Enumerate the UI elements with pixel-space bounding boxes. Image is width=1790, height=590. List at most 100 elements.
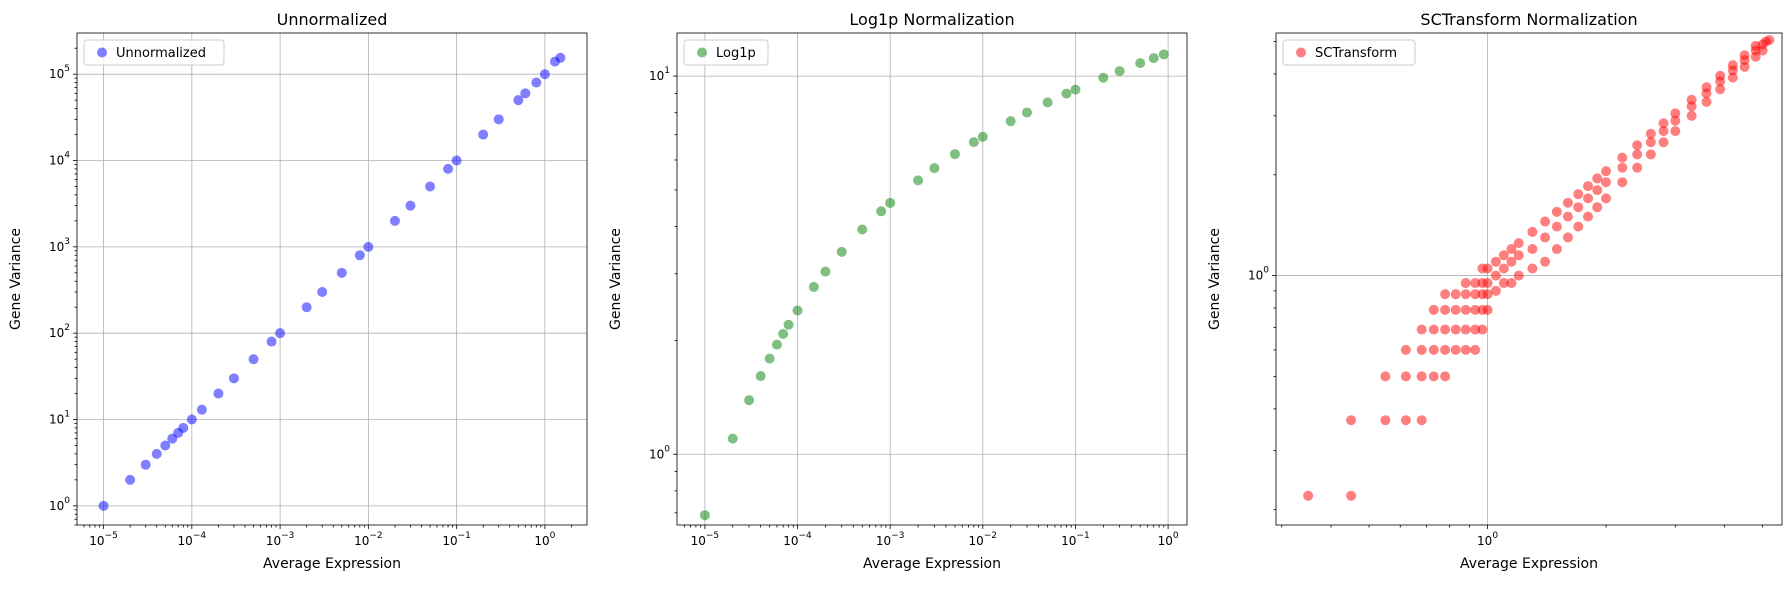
data-point [1022, 107, 1033, 118]
data-point [1632, 140, 1643, 151]
data-point [1470, 289, 1481, 300]
data-point [1513, 250, 1524, 261]
data-point [1135, 58, 1146, 69]
data-point [1482, 278, 1493, 289]
legend: Log1p [683, 39, 769, 66]
data-point [1470, 278, 1481, 289]
data-point [1482, 304, 1493, 315]
data-point [1498, 250, 1509, 261]
data-point [1482, 289, 1493, 300]
data-point [1686, 94, 1697, 105]
data-point [1540, 256, 1551, 267]
x-tick-label: 10−2 [354, 531, 383, 548]
data-point [1632, 162, 1643, 173]
data-point [1482, 263, 1493, 274]
data-point [778, 328, 789, 339]
grid [77, 33, 587, 525]
data-point [275, 328, 286, 339]
data-point [1506, 244, 1517, 255]
data-point [248, 354, 259, 365]
data-point [1346, 490, 1357, 501]
data-point [1670, 115, 1681, 126]
data-point [125, 474, 136, 485]
data-point [1470, 344, 1481, 355]
data-point [1583, 211, 1594, 222]
data-point [1715, 70, 1726, 81]
data-point [1573, 221, 1584, 232]
data-point [1658, 137, 1669, 148]
data-point [1562, 197, 1573, 208]
data-point [178, 422, 189, 433]
data-point [1460, 324, 1471, 335]
data-point [1158, 49, 1169, 60]
data-point [1477, 324, 1488, 335]
data-point [513, 95, 524, 106]
minor-ticks [674, 92, 1165, 528]
data-point [1490, 285, 1501, 296]
y-axis-label: Gene Variance [1207, 228, 1223, 330]
data-point [1428, 324, 1439, 335]
x-axis-label: Average Expression [1460, 556, 1598, 572]
data-point [1601, 193, 1612, 204]
x-tick-label: 100 [1158, 531, 1179, 548]
y-axis-label: Gene Variance [608, 228, 624, 330]
data-point [1527, 263, 1538, 274]
data-point [1551, 206, 1562, 217]
data-point [1670, 126, 1681, 137]
data-point [1416, 415, 1427, 426]
grid [677, 33, 1187, 525]
x-tick-label: 100 [534, 531, 555, 548]
data-point [1506, 278, 1517, 289]
minor-ticks [1273, 41, 1764, 528]
data-point [1540, 232, 1551, 243]
legend-entry: Log1p [716, 46, 756, 61]
data-point [1148, 53, 1159, 64]
data-point [151, 448, 162, 459]
data-point [1592, 202, 1603, 213]
x-tick-label: 10−4 [178, 531, 207, 548]
plot-frame [676, 32, 1188, 526]
data-point [836, 246, 847, 257]
data-point [1592, 173, 1603, 184]
x-tick-label: 10−5 [89, 531, 118, 548]
data-point [1592, 185, 1603, 196]
x-tick-label: 10−2 [969, 531, 998, 548]
data-point [1551, 244, 1562, 255]
data-point [1527, 244, 1538, 255]
x-tick-label: 10−4 [783, 531, 812, 548]
data-point [1617, 152, 1628, 163]
data-point [1380, 415, 1391, 426]
data-point [196, 404, 207, 415]
data-point [1513, 270, 1524, 281]
x-tick-label: 100 [1477, 531, 1498, 548]
data-point [885, 197, 896, 208]
data-point [1686, 110, 1697, 121]
x-tick-label: 10−1 [1061, 531, 1090, 548]
data-point [1498, 278, 1509, 289]
y-tick-label: 100 [649, 444, 670, 461]
x-axis-label: Average Expression [263, 556, 401, 572]
data-point [876, 206, 887, 217]
data-point [1303, 490, 1314, 501]
data-point [1428, 344, 1439, 355]
legend-entry: SCTransform [1315, 46, 1397, 61]
data-point [1562, 232, 1573, 243]
scatter-points [1303, 35, 1775, 501]
legend-box [683, 39, 769, 66]
data-point [1346, 415, 1357, 426]
data-point [929, 163, 940, 174]
legend-box [1282, 39, 1416, 66]
data-point [1380, 371, 1391, 382]
chart-unnormalized: 10−5 10−4 10−3 10−2 10−1 100 100 101 102 103 104 10… [8, 10, 588, 572]
data-point [1727, 60, 1738, 71]
y-tick-label: 105 [49, 64, 70, 81]
data-point [1632, 149, 1643, 160]
y-axis-label: Gene Variance [8, 228, 24, 330]
minor-ticks [74, 47, 572, 528]
data-point [1551, 221, 1562, 232]
data-point [1645, 137, 1656, 148]
data-point [1583, 193, 1594, 204]
data-point [1645, 128, 1656, 139]
x-axis-label: Average Expression [863, 556, 1001, 572]
